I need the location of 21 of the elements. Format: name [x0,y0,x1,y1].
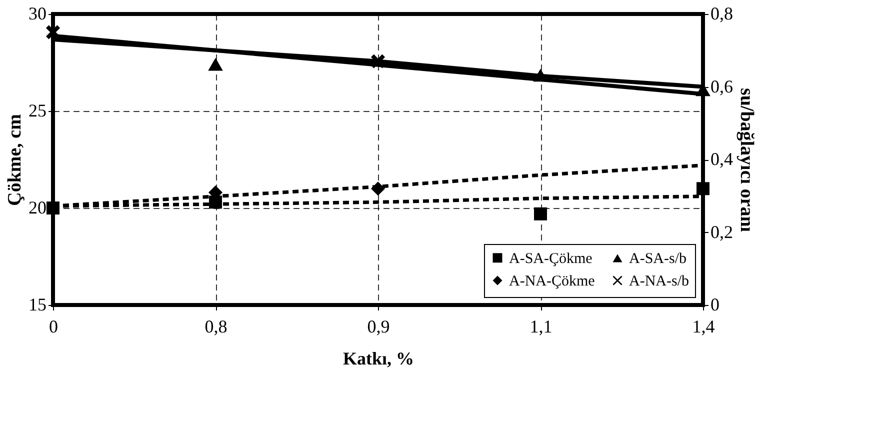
legend-label: A-NA-s/b [629,274,689,290]
y2-tick-label: 0 [710,294,720,314]
x-tick-label: 0,8 [204,316,228,336]
legend-label: A-SA-s/b [629,251,687,268]
y2-tick-label: 0,8 [710,4,733,24]
y2-tick-label: 0,6 [710,76,733,96]
legend-label: A-NA-Çökme [509,274,596,290]
x-axis-title: Katkı, % [342,348,414,368]
y2-tick-label: 0,4 [710,149,733,169]
x-tick-label: 0 [49,316,58,336]
y-tick-label: 20 [28,198,46,218]
y-axis-title: Çökme, cm [4,114,26,206]
y-tick-label: 30 [28,4,46,24]
legend-label: A-SA-Çökme [509,250,593,267]
x-tick-label: 1,4 [692,316,715,336]
y-tick-label: 25 [28,100,46,120]
y-tick-label: 15 [28,294,46,314]
y2-axis-title: su/bağlayıcı oranı [736,88,757,232]
y2-tick-label: 0,2 [710,222,733,242]
x-tick-label: 0,9 [367,316,390,336]
x-tick-label: 1,1 [530,316,552,336]
